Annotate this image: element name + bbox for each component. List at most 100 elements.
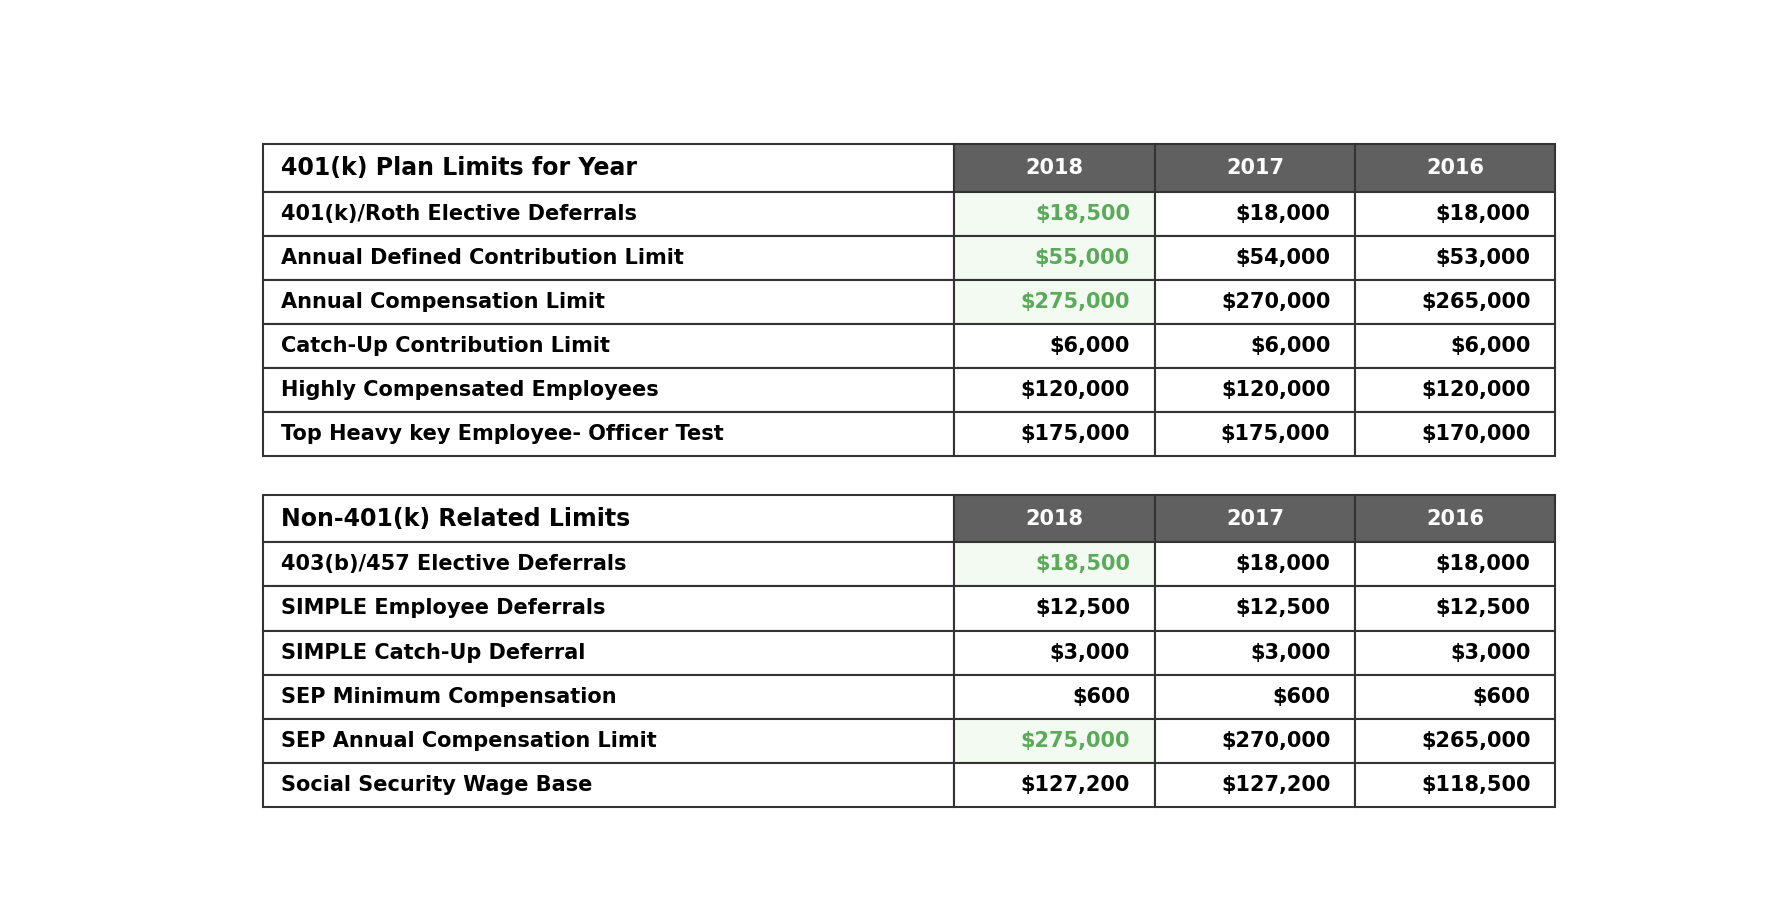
- Text: $12,500: $12,500: [1434, 598, 1530, 618]
- Text: 2017: 2017: [1225, 508, 1284, 528]
- Text: 2016: 2016: [1425, 158, 1484, 178]
- Bar: [954, 235, 1154, 280]
- Bar: [262, 543, 954, 586]
- Bar: [954, 674, 1154, 719]
- Bar: [1355, 763, 1555, 807]
- Bar: [1154, 192, 1355, 235]
- Text: $265,000: $265,000: [1420, 292, 1530, 312]
- Text: Top Heavy key Employee- Officer Test: Top Heavy key Employee- Officer Test: [280, 425, 723, 445]
- Text: Social Security Wage Base: Social Security Wage Base: [280, 774, 592, 794]
- Text: $18,500: $18,500: [1034, 554, 1129, 574]
- Bar: [1154, 324, 1355, 368]
- Bar: [1154, 494, 1355, 543]
- Bar: [1154, 674, 1355, 719]
- Bar: [1154, 412, 1355, 456]
- Bar: [1355, 586, 1555, 631]
- Text: SIMPLE Catch-Up Deferral: SIMPLE Catch-Up Deferral: [280, 643, 585, 663]
- Text: 403(b)/457 Elective Deferrals: 403(b)/457 Elective Deferrals: [280, 554, 626, 574]
- Text: $175,000: $175,000: [1019, 425, 1129, 445]
- Bar: [954, 368, 1154, 412]
- Text: 2017: 2017: [1225, 158, 1284, 178]
- Bar: [1355, 235, 1555, 280]
- Text: 401(k)/Roth Elective Deferrals: 401(k)/Roth Elective Deferrals: [280, 204, 637, 224]
- Bar: [1355, 192, 1555, 235]
- Text: $275,000: $275,000: [1019, 292, 1129, 312]
- Bar: [1355, 719, 1555, 763]
- Bar: [954, 192, 1154, 235]
- Bar: [1355, 494, 1555, 543]
- Bar: [1154, 631, 1355, 674]
- Bar: [1355, 543, 1555, 586]
- Text: $6,000: $6,000: [1050, 336, 1129, 356]
- Bar: [262, 235, 954, 280]
- Text: $118,500: $118,500: [1420, 774, 1530, 794]
- Text: Catch-Up Contribution Limit: Catch-Up Contribution Limit: [280, 336, 610, 356]
- Text: $127,200: $127,200: [1220, 774, 1330, 794]
- Text: $18,000: $18,000: [1234, 204, 1330, 224]
- Bar: [1355, 280, 1555, 324]
- Bar: [1355, 674, 1555, 719]
- Bar: [1154, 368, 1355, 412]
- Text: $170,000: $170,000: [1420, 425, 1530, 445]
- Text: $3,000: $3,000: [1250, 643, 1330, 663]
- Text: $120,000: $120,000: [1420, 380, 1530, 400]
- Text: $12,500: $12,500: [1034, 598, 1129, 618]
- Bar: [1154, 586, 1355, 631]
- Text: $12,500: $12,500: [1234, 598, 1330, 618]
- Bar: [1355, 324, 1555, 368]
- Text: Annual Defined Contribution Limit: Annual Defined Contribution Limit: [280, 248, 683, 268]
- Text: $275,000: $275,000: [1019, 731, 1129, 751]
- Bar: [262, 494, 954, 543]
- Bar: [954, 763, 1154, 807]
- Bar: [1154, 763, 1355, 807]
- Bar: [954, 280, 1154, 324]
- Bar: [954, 586, 1154, 631]
- Bar: [954, 543, 1154, 586]
- Text: $18,000: $18,000: [1434, 554, 1530, 574]
- Bar: [262, 324, 954, 368]
- Bar: [262, 586, 954, 631]
- Bar: [262, 674, 954, 719]
- Bar: [954, 412, 1154, 456]
- Text: $53,000: $53,000: [1434, 248, 1530, 268]
- Bar: [1355, 412, 1555, 456]
- Text: SIMPLE Employee Deferrals: SIMPLE Employee Deferrals: [280, 598, 605, 618]
- Text: $18,000: $18,000: [1234, 554, 1330, 574]
- Bar: [954, 145, 1154, 192]
- Bar: [262, 763, 954, 807]
- Bar: [1154, 235, 1355, 280]
- Bar: [954, 631, 1154, 674]
- Text: $127,200: $127,200: [1019, 774, 1129, 794]
- Text: $270,000: $270,000: [1220, 292, 1330, 312]
- Bar: [262, 412, 954, 456]
- Text: $18,500: $18,500: [1034, 204, 1129, 224]
- Text: $18,000: $18,000: [1434, 204, 1530, 224]
- Text: Annual Compensation Limit: Annual Compensation Limit: [280, 292, 605, 312]
- Bar: [954, 324, 1154, 368]
- Bar: [954, 494, 1154, 543]
- Bar: [1154, 145, 1355, 192]
- Bar: [1154, 543, 1355, 586]
- Text: $270,000: $270,000: [1220, 731, 1330, 751]
- Text: 2018: 2018: [1025, 508, 1083, 528]
- Text: 2018: 2018: [1025, 158, 1083, 178]
- Text: $3,000: $3,000: [1050, 643, 1129, 663]
- Bar: [1154, 280, 1355, 324]
- Bar: [262, 145, 954, 192]
- Text: $6,000: $6,000: [1250, 336, 1330, 356]
- Text: $600: $600: [1271, 686, 1330, 706]
- Bar: [262, 368, 954, 412]
- Text: $600: $600: [1472, 686, 1530, 706]
- Text: $55,000: $55,000: [1034, 248, 1129, 268]
- Bar: [262, 280, 954, 324]
- Text: SEP Annual Compensation Limit: SEP Annual Compensation Limit: [280, 731, 656, 751]
- Text: $3,000: $3,000: [1449, 643, 1530, 663]
- Bar: [1154, 719, 1355, 763]
- Bar: [262, 631, 954, 674]
- Text: Non-401(k) Related Limits: Non-401(k) Related Limits: [280, 506, 629, 531]
- Text: 2016: 2016: [1425, 508, 1484, 528]
- Text: SEP Minimum Compensation: SEP Minimum Compensation: [280, 686, 617, 706]
- Bar: [262, 719, 954, 763]
- Bar: [1355, 145, 1555, 192]
- Bar: [262, 192, 954, 235]
